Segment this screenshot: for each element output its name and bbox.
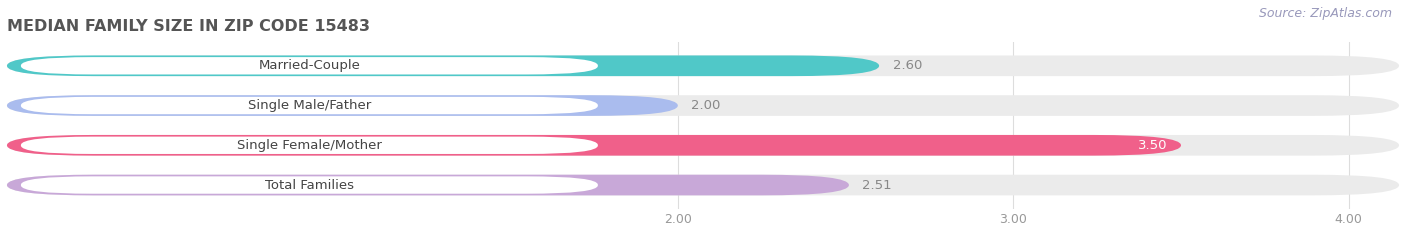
Text: 2.00: 2.00 (692, 99, 721, 112)
FancyBboxPatch shape (7, 55, 1399, 76)
FancyBboxPatch shape (7, 135, 1181, 156)
Text: MEDIAN FAMILY SIZE IN ZIP CODE 15483: MEDIAN FAMILY SIZE IN ZIP CODE 15483 (7, 19, 370, 34)
Text: Source: ZipAtlas.com: Source: ZipAtlas.com (1258, 7, 1392, 20)
FancyBboxPatch shape (7, 175, 849, 195)
FancyBboxPatch shape (21, 97, 598, 114)
Text: 2.51: 2.51 (862, 178, 891, 192)
FancyBboxPatch shape (7, 175, 1399, 195)
Text: 3.50: 3.50 (1137, 139, 1167, 152)
FancyBboxPatch shape (21, 176, 598, 194)
FancyBboxPatch shape (21, 57, 598, 75)
FancyBboxPatch shape (7, 95, 678, 116)
Text: 2.60: 2.60 (893, 59, 922, 72)
FancyBboxPatch shape (7, 135, 1399, 156)
Text: Single Female/Mother: Single Female/Mother (238, 139, 382, 152)
FancyBboxPatch shape (7, 95, 1399, 116)
FancyBboxPatch shape (21, 137, 598, 154)
Text: Married-Couple: Married-Couple (259, 59, 360, 72)
Text: Total Families: Total Families (264, 178, 354, 192)
FancyBboxPatch shape (7, 55, 879, 76)
Text: Single Male/Father: Single Male/Father (247, 99, 371, 112)
